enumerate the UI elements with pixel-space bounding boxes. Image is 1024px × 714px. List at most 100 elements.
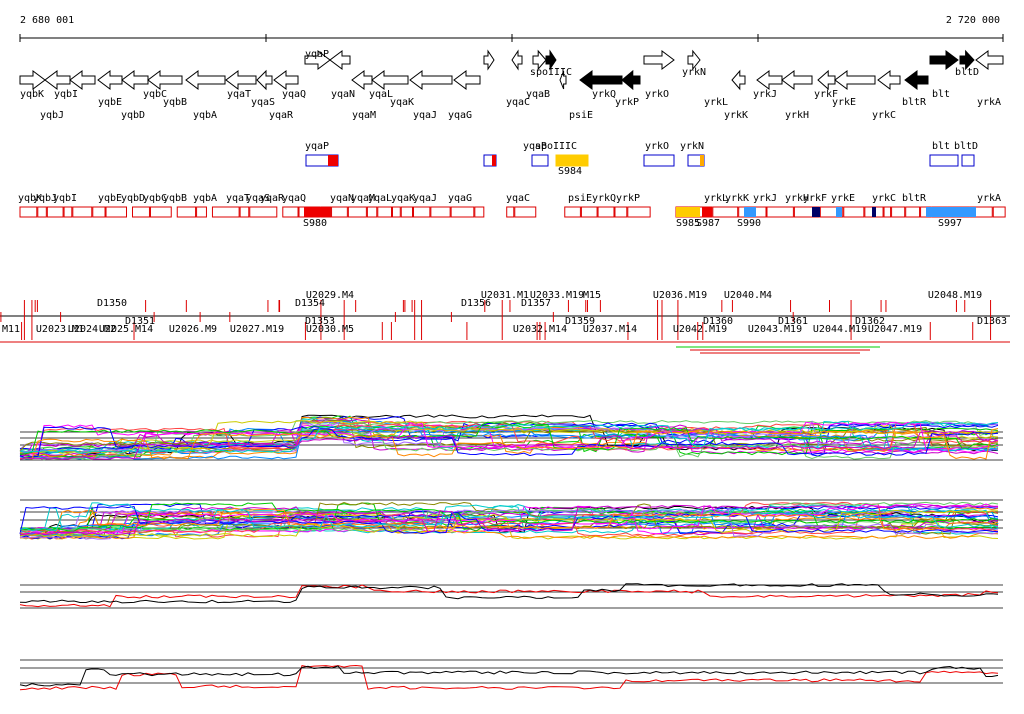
feature-box	[474, 206, 485, 218]
gene-arrow	[97, 70, 123, 90]
gene-arrow	[225, 70, 257, 90]
feature-fill	[872, 207, 876, 217]
feature-label: yrkK	[725, 193, 749, 204]
gene-label: yqbB	[163, 97, 187, 108]
gene-arrow	[781, 70, 813, 90]
transcript-label: D1363	[977, 316, 1007, 327]
feature-box	[211, 206, 240, 218]
feature-label: S987	[696, 218, 720, 229]
profile	[19, 501, 999, 533]
feature-label: yqbB	[163, 193, 187, 204]
gene-label: yqaP	[305, 49, 329, 60]
transcript-label: U2033.M19	[530, 290, 584, 301]
feature-box	[597, 206, 615, 218]
feature-box	[149, 206, 172, 218]
transcript-label: D1359	[565, 316, 595, 327]
feature-box	[377, 206, 393, 218]
feature-label: yqbI	[53, 193, 77, 204]
gene-label: yrkL	[704, 97, 728, 108]
feature-box	[883, 206, 892, 218]
gene-label: yrkC	[872, 110, 896, 121]
feature-label: yrkF	[803, 193, 827, 204]
profile	[19, 584, 999, 608]
feature-label: yqaM	[351, 193, 375, 204]
transcript-label: U2026.M9	[169, 324, 217, 335]
feature-label: yqbD	[121, 193, 145, 204]
gene-arrow	[834, 70, 876, 90]
transcript-label: D1351	[125, 316, 155, 327]
gene-label: yqaT	[227, 89, 251, 100]
gene-arrow	[621, 69, 641, 91]
gene-arrow	[185, 70, 226, 90]
gene-label: yqbJ	[40, 110, 64, 121]
gene-arrow	[975, 50, 1004, 70]
transcript-label: U2031.M1	[481, 290, 529, 301]
profile	[19, 501, 999, 532]
gene-label: yqaG	[448, 110, 472, 121]
feature-box	[92, 206, 106, 218]
feature-box	[514, 206, 537, 218]
feature-label: yrkH	[785, 193, 809, 204]
gene-label: spoIIIC	[530, 67, 572, 78]
profile	[19, 512, 999, 540]
gene-arrow	[511, 49, 523, 71]
gene-arrow	[959, 49, 975, 71]
gene-label: yqbC	[143, 89, 167, 100]
feature-label: yqaS	[246, 193, 270, 204]
transcript-label: U2027.M19	[230, 324, 284, 335]
gene-label: yqaN	[331, 89, 355, 100]
transcript-label: .M11	[0, 324, 20, 335]
feature-label: spoIIIC	[535, 141, 577, 152]
profile	[19, 503, 999, 535]
gene-label: yrkF	[814, 89, 838, 100]
gene-label: yrkE	[832, 97, 856, 108]
feature-box	[627, 206, 651, 218]
feature-box	[531, 154, 549, 167]
gene-arrow	[273, 70, 299, 90]
transcript-label: U2036.M19	[653, 290, 707, 301]
gene-label: psiE	[569, 110, 593, 121]
gene-arrow	[731, 69, 746, 91]
feature-label: yqaG	[448, 193, 472, 204]
feature-fill	[492, 155, 496, 166]
gene-label: yrkK	[724, 110, 748, 121]
gene-arrow	[371, 70, 409, 90]
transcript-label: U2043.M19	[748, 324, 802, 335]
feature-label: yrkO	[645, 141, 669, 152]
feature-fill	[676, 207, 700, 217]
gene-arrow	[256, 69, 273, 91]
feature-fill	[702, 207, 712, 217]
gene-arrow	[409, 70, 453, 90]
feature-label: yqbC	[143, 193, 167, 204]
gene-arrow	[643, 50, 675, 70]
feature-label: yqaL	[368, 193, 392, 204]
gene-label: yrkN	[682, 67, 706, 78]
gene-label: yqaJ	[413, 110, 437, 121]
profile	[19, 506, 999, 531]
gene-label: yqaM	[352, 110, 376, 121]
feature-label: yrkE	[831, 193, 855, 204]
feature-fill	[812, 207, 820, 217]
gene-arrow	[687, 49, 701, 71]
gene-label: yqaC	[506, 97, 530, 108]
profile	[19, 416, 999, 458]
transcript-label: U2047.M19	[868, 324, 922, 335]
feature-label: S985	[676, 218, 700, 229]
gene-arrow	[351, 70, 373, 90]
feature-box	[712, 206, 739, 218]
feature-box	[366, 206, 378, 218]
gene-arrow	[329, 50, 351, 70]
gene-label: bltR	[902, 97, 927, 108]
feature-box	[46, 206, 64, 218]
feature-label: yqaR	[260, 193, 285, 204]
feature-box	[249, 206, 278, 218]
gene-arrow	[929, 50, 959, 70]
feature-label: yqaJ	[413, 193, 437, 204]
feature-box	[843, 206, 865, 218]
transcript-label: U2048.M19	[928, 290, 982, 301]
feature-label: yqaT	[226, 193, 250, 204]
profile	[19, 421, 999, 454]
feature-label: psiE	[568, 193, 592, 204]
transcript-label: U2024.M2	[68, 324, 116, 335]
